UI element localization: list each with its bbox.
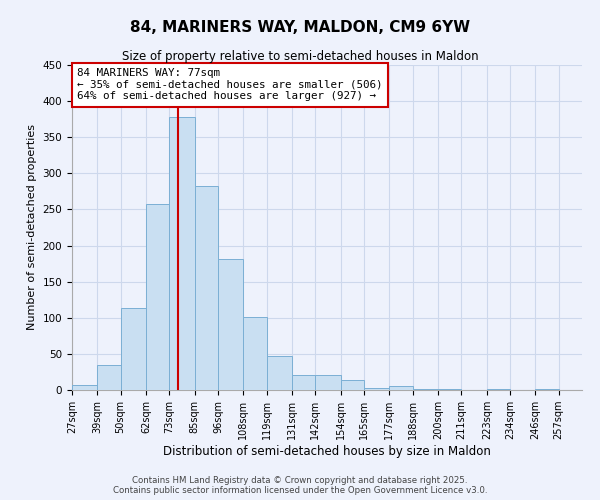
Bar: [72, 385, 97, 390]
Bar: [218, 260, 244, 390]
Bar: [292, 375, 316, 390]
Bar: [389, 386, 413, 390]
Bar: [169, 117, 195, 390]
Bar: [341, 380, 364, 390]
Bar: [364, 388, 389, 390]
Bar: [266, 356, 292, 390]
Text: 84, MARINERS WAY, MALDON, CM9 6YW: 84, MARINERS WAY, MALDON, CM9 6YW: [130, 20, 470, 35]
Text: Contains HM Land Registry data © Crown copyright and database right 2025.
Contai: Contains HM Land Registry data © Crown c…: [113, 476, 487, 495]
Bar: [195, 186, 218, 390]
Bar: [146, 204, 169, 390]
X-axis label: Distribution of semi-detached houses by size in Maldon: Distribution of semi-detached houses by …: [163, 445, 491, 458]
Y-axis label: Number of semi-detached properties: Number of semi-detached properties: [27, 124, 37, 330]
Bar: [316, 375, 341, 390]
Bar: [244, 317, 266, 390]
Bar: [97, 366, 121, 390]
Text: Size of property relative to semi-detached houses in Maldon: Size of property relative to semi-detach…: [122, 50, 478, 63]
Bar: [121, 308, 146, 390]
Text: 84 MARINERS WAY: 77sqm
← 35% of semi-detached houses are smaller (506)
64% of se: 84 MARINERS WAY: 77sqm ← 35% of semi-det…: [77, 68, 383, 102]
